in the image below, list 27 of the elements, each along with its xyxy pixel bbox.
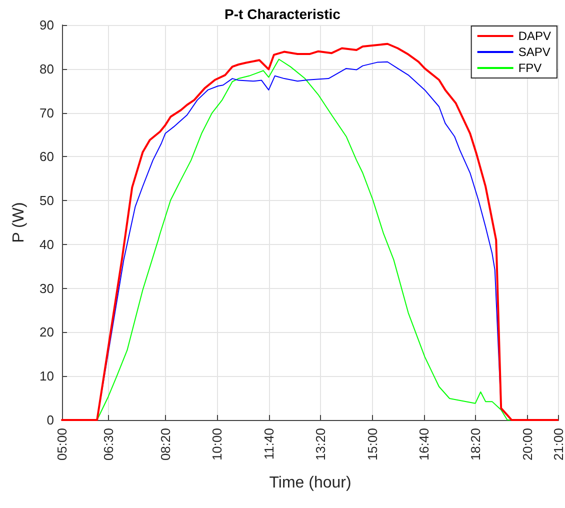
x-tick-label: 11:40 xyxy=(261,428,276,460)
y-tick-label: 20 xyxy=(40,324,54,340)
x-tick-label: 05:00 xyxy=(54,428,70,461)
y-tick-label: 50 xyxy=(40,193,54,208)
y-tick-label: 60 xyxy=(40,149,54,164)
legend-label: SAPV xyxy=(518,45,550,59)
x-tick-label: 06:30 xyxy=(101,428,116,461)
x-tick-label: 16:40 xyxy=(416,428,432,461)
y-tick-label: 80 xyxy=(40,61,54,76)
x-tick-label: 10:00 xyxy=(210,428,225,461)
y-tick-label: 30 xyxy=(40,280,54,296)
legend-label: FPV xyxy=(518,61,542,75)
x-tick-label: 13:20 xyxy=(313,428,328,461)
y-tick-label: 90 xyxy=(40,18,54,32)
x-tick-label: 18:20 xyxy=(468,428,484,461)
x-tick-label: 15:00 xyxy=(364,428,380,461)
x-tick-label: 08:20 xyxy=(158,428,173,461)
y-tick-label: 10 xyxy=(40,368,54,384)
x-tick-label: 20:00 xyxy=(520,428,535,461)
y-tick-label: 70 xyxy=(40,105,54,120)
y-axis-title: P (W) xyxy=(10,202,28,243)
x-axis-title: Time (hour) xyxy=(269,474,352,492)
x-tick-label: 21:00 xyxy=(551,428,565,461)
y-tick-label: 40 xyxy=(40,236,54,252)
chart-title: P-t Characteristic xyxy=(224,6,341,22)
legend-label: DAPV xyxy=(518,29,552,43)
y-tick-label: 0 xyxy=(46,412,54,428)
